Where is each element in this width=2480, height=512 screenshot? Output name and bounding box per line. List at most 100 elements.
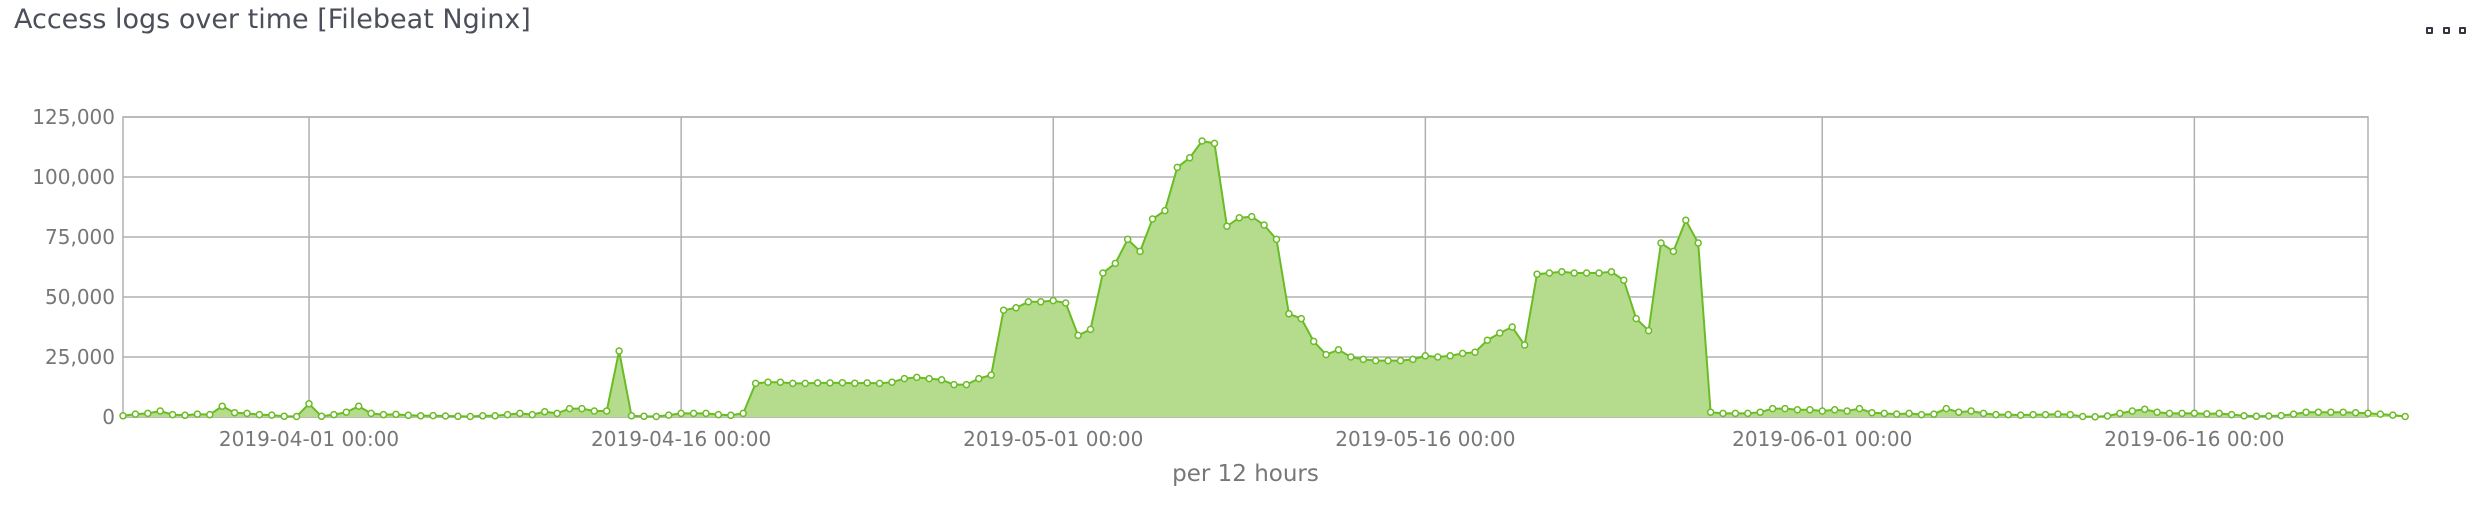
data-point[interactable] — [1595, 269, 1603, 277]
data-point[interactable] — [2178, 409, 2186, 418]
data-point[interactable] — [640, 412, 648, 421]
data-point[interactable] — [2215, 409, 2223, 418]
data-point[interactable] — [664, 411, 673, 419]
data-point[interactable] — [1570, 269, 1578, 277]
data-point[interactable] — [292, 412, 301, 421]
data-point[interactable] — [1099, 269, 1107, 277]
data-point[interactable] — [367, 409, 375, 418]
data-point[interactable] — [1247, 212, 1256, 221]
data-point[interactable] — [913, 373, 921, 382]
data-point[interactable] — [1483, 336, 1492, 344]
data-point[interactable] — [144, 409, 152, 418]
data-point[interactable] — [677, 409, 685, 418]
data-point[interactable] — [354, 402, 363, 410]
data-point[interactable] — [2091, 413, 2099, 421]
data-point[interactable] — [1533, 270, 1541, 278]
data-point[interactable] — [1657, 239, 1665, 247]
data-point[interactable] — [1967, 407, 1975, 415]
data-point[interactable] — [1892, 410, 1901, 418]
data-point[interactable] — [2289, 410, 2298, 418]
options-menu-icon[interactable] — [2426, 20, 2466, 40]
data-point[interactable] — [1818, 407, 1827, 415]
data-point[interactable] — [2265, 412, 2273, 420]
data-point[interactable] — [1347, 353, 1355, 361]
data-point[interactable] — [875, 379, 884, 388]
data-point[interactable] — [1768, 404, 1777, 413]
data-point[interactable] — [1074, 331, 1082, 340]
data-point[interactable] — [1272, 235, 1281, 244]
data-point[interactable] — [615, 347, 623, 355]
data-point[interactable] — [2153, 408, 2161, 416]
data-point[interactable] — [156, 407, 164, 415]
data-point[interactable] — [206, 410, 214, 419]
data-point[interactable] — [1136, 247, 1144, 256]
data-point[interactable] — [689, 409, 698, 418]
data-point[interactable] — [1173, 163, 1182, 172]
data-point[interactable] — [255, 410, 264, 419]
data-point[interactable] — [2103, 412, 2112, 420]
data-point[interactable] — [2128, 407, 2137, 415]
data-point[interactable] — [1855, 404, 1864, 413]
data-point[interactable] — [1434, 353, 1442, 361]
data-point[interactable] — [1111, 259, 1120, 268]
data-point[interactable] — [801, 379, 809, 388]
data-point[interactable] — [1694, 239, 1702, 247]
data-point[interactable] — [1905, 409, 1913, 418]
data-point[interactable] — [863, 379, 871, 387]
data-point[interactable] — [503, 410, 512, 419]
data-point[interactable] — [999, 306, 1008, 314]
data-point[interactable] — [1285, 310, 1293, 318]
data-point[interactable] — [578, 404, 586, 413]
data-point[interactable] — [2116, 409, 2124, 418]
data-point[interactable] — [478, 412, 487, 420]
data-point[interactable] — [727, 411, 735, 420]
data-point[interactable] — [2240, 412, 2248, 420]
data-point[interactable] — [1545, 269, 1554, 277]
data-point[interactable] — [230, 408, 239, 417]
data-point[interactable] — [218, 402, 226, 410]
data-point[interactable] — [925, 374, 933, 383]
data-point[interactable] — [404, 411, 413, 420]
data-point[interactable] — [1359, 355, 1368, 364]
data-point[interactable] — [652, 412, 661, 421]
data-point[interactable] — [1496, 329, 1504, 337]
data-point[interactable] — [392, 410, 400, 419]
data-point[interactable] — [1806, 406, 1814, 414]
data-point[interactable] — [2376, 410, 2385, 418]
data-point[interactable] — [2029, 410, 2037, 419]
data-point[interactable] — [2066, 410, 2075, 419]
data-point[interactable] — [1558, 268, 1566, 276]
data-point[interactable] — [317, 412, 326, 421]
data-point[interactable] — [2389, 411, 2397, 419]
data-point[interactable] — [2041, 410, 2050, 419]
data-point[interactable] — [627, 412, 636, 420]
data-point[interactable] — [516, 409, 524, 418]
data-point[interactable] — [975, 374, 983, 383]
data-point[interactable] — [1744, 409, 1752, 418]
data-point[interactable] — [2078, 412, 2087, 421]
data-point[interactable] — [342, 408, 351, 416]
data-point[interactable] — [851, 379, 859, 387]
data-point[interactable] — [1880, 409, 1889, 418]
data-point[interactable] — [181, 411, 189, 420]
data-point[interactable] — [2016, 411, 2025, 419]
data-point[interactable] — [1421, 352, 1430, 360]
data-point[interactable] — [1830, 406, 1839, 414]
data-point[interactable] — [305, 400, 313, 408]
data-point[interactable] — [280, 412, 288, 421]
data-point[interactable] — [950, 380, 958, 389]
data-point[interactable] — [2227, 410, 2236, 419]
data-point[interactable] — [1520, 341, 1529, 349]
data-point[interactable] — [1632, 314, 1640, 323]
data-point[interactable] — [330, 410, 338, 419]
data-point[interactable] — [764, 378, 772, 386]
data-point[interactable] — [2165, 409, 2174, 418]
data-point[interactable] — [1161, 206, 1169, 215]
data-point[interactable] — [416, 412, 425, 420]
data-point[interactable] — [1409, 355, 1417, 364]
data-point[interactable] — [119, 412, 127, 420]
data-point[interactable] — [1086, 325, 1095, 334]
data-point[interactable] — [1843, 407, 1851, 415]
data-point[interactable] — [1868, 408, 1876, 417]
data-point[interactable] — [1620, 276, 1628, 284]
